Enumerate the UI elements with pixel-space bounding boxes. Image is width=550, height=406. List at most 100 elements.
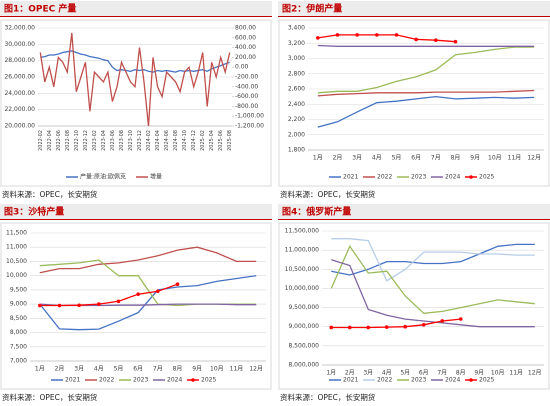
y-tick-label: 11,500 [6,230,27,237]
y2-tick-label: -800.00 [235,103,258,110]
x-tick-label: 7月 [437,370,447,377]
series-marker [414,37,418,42]
x-tick-label: 2月 [55,366,65,373]
series-marker [355,33,359,37]
legend-marker [191,378,195,382]
x-tick-label: 8月 [451,155,461,162]
y-tick-label: 10,500 [6,258,27,265]
source-note: 资料来源：OPEC，长安期货 [2,392,98,402]
chart-frame [0,19,272,187]
y-tick-label: 26,000.00 [4,74,35,81]
y-tick-label: 30,000.00 [4,41,35,48]
source-note: 资料来源：OPEC，长安期货 [2,189,98,199]
x-tick-label: 2024-08 [173,130,179,151]
series-marker [156,289,160,294]
y2-tick-label: -200.00 [235,74,258,81]
y-tick-label: 3,200 [288,40,305,47]
y2-tick-label: 800.00 [235,25,256,32]
y-tick-label: 2,400 [288,101,305,108]
x-tick-label: 12月 [527,155,541,162]
series-line [317,95,535,128]
series-marker [175,282,180,287]
y2-tick-label: -600.00 [235,93,258,100]
legend-label: 2021 [343,377,358,384]
x-tick-label: 2022-08 [65,130,71,151]
series-marker [57,303,62,308]
x-tick-label: 10月 [488,155,502,162]
x-tick-label: 3月 [74,366,84,373]
x-tick-label: 4月 [382,370,392,377]
y-tick-label: 9,500,000 [288,304,319,311]
heading-bar [278,1,550,16]
legend-label: 2025 [479,174,494,181]
y-tick-label: 7,000 [10,358,27,365]
series-marker [347,325,352,330]
y-tick-label: 8,500,000 [288,342,319,349]
legend-label: 产量:原油:欧佩克 [80,173,126,181]
y-tick-label: 2,200 [288,116,305,123]
chart-title: 图4：俄罗斯产量 [282,206,351,218]
y2-tick-label: 600.00 [235,34,256,41]
series-marker [366,325,371,330]
x-tick-label: 2022-06 [56,130,62,151]
x-tick-label: 2月 [345,370,355,377]
x-tick-label: 2022-12 [83,130,89,151]
x-tick-label: 9月 [192,366,202,373]
y-tick-label: 11,000,000 [285,247,320,254]
source-note: 资料来源：OPEC，长安期货 [280,189,376,199]
series-line [39,246,257,274]
series-marker [375,33,379,37]
x-tick-label: 1月 [313,155,323,162]
x-tick-label: 12月 [249,366,263,373]
y-tick-label: 28,000.00 [4,57,35,64]
legend-label: 2024 [167,377,182,384]
x-tick-label: 9月 [474,370,484,377]
x-tick-label: 2024-10 [182,130,188,151]
x-tick-label: 3月 [352,155,362,162]
y2-tick-label: -400.00 [235,83,258,90]
series-line [317,46,535,94]
y-tick-label: 9,500 [10,286,27,293]
x-tick-label: 1月 [326,370,336,377]
x-tick-label: 11月 [508,155,522,162]
x-tick-label: 2025-02 [200,130,206,151]
chart-frame [278,222,550,390]
chart-frame [0,222,272,390]
series-marker [316,36,320,40]
legend-label: 2023 [411,377,426,384]
y-tick-label: 22,000.00 [4,106,35,113]
series-marker [384,325,389,329]
y2-tick-label: 0.00 [235,64,249,71]
series-marker [38,303,42,308]
y2-tick-label: -1,200.00 [235,123,264,130]
series-line [317,44,535,47]
y-tick-label: 8,000,000 [288,362,319,369]
y-tick-label: 7,500 [10,343,27,350]
series-marker [97,302,101,306]
x-tick-label: 10月 [210,366,224,373]
y-tick-label: 3,400 [288,25,305,32]
x-tick-label: 2022-04 [47,130,53,151]
legend-label: 2023 [133,377,148,384]
y-tick-label: 10,000 [6,272,27,279]
x-tick-label: 12月 [528,370,542,377]
series-line [317,34,456,43]
series-line [39,275,257,331]
y-tick-label: 24,000.00 [4,90,35,97]
x-tick-label: 2025-06 [218,130,224,151]
y-tick-label: 10,000,000 [285,285,320,292]
series-line [331,243,535,276]
series-marker [453,39,458,44]
y2-tick-label: -1,000.00 [235,113,264,120]
series-marker [440,319,445,323]
y-tick-label: 1,800 [288,147,305,154]
series-marker [394,33,399,37]
x-tick-label: 6月 [133,366,143,373]
y-tick-label: 11,000 [6,244,27,251]
x-tick-label: 2022-10 [74,130,80,151]
y-tick-label: 2,800 [288,70,305,77]
chart-frame [278,19,550,187]
x-tick-label: 6月 [419,370,429,377]
heading-bar [278,204,550,219]
